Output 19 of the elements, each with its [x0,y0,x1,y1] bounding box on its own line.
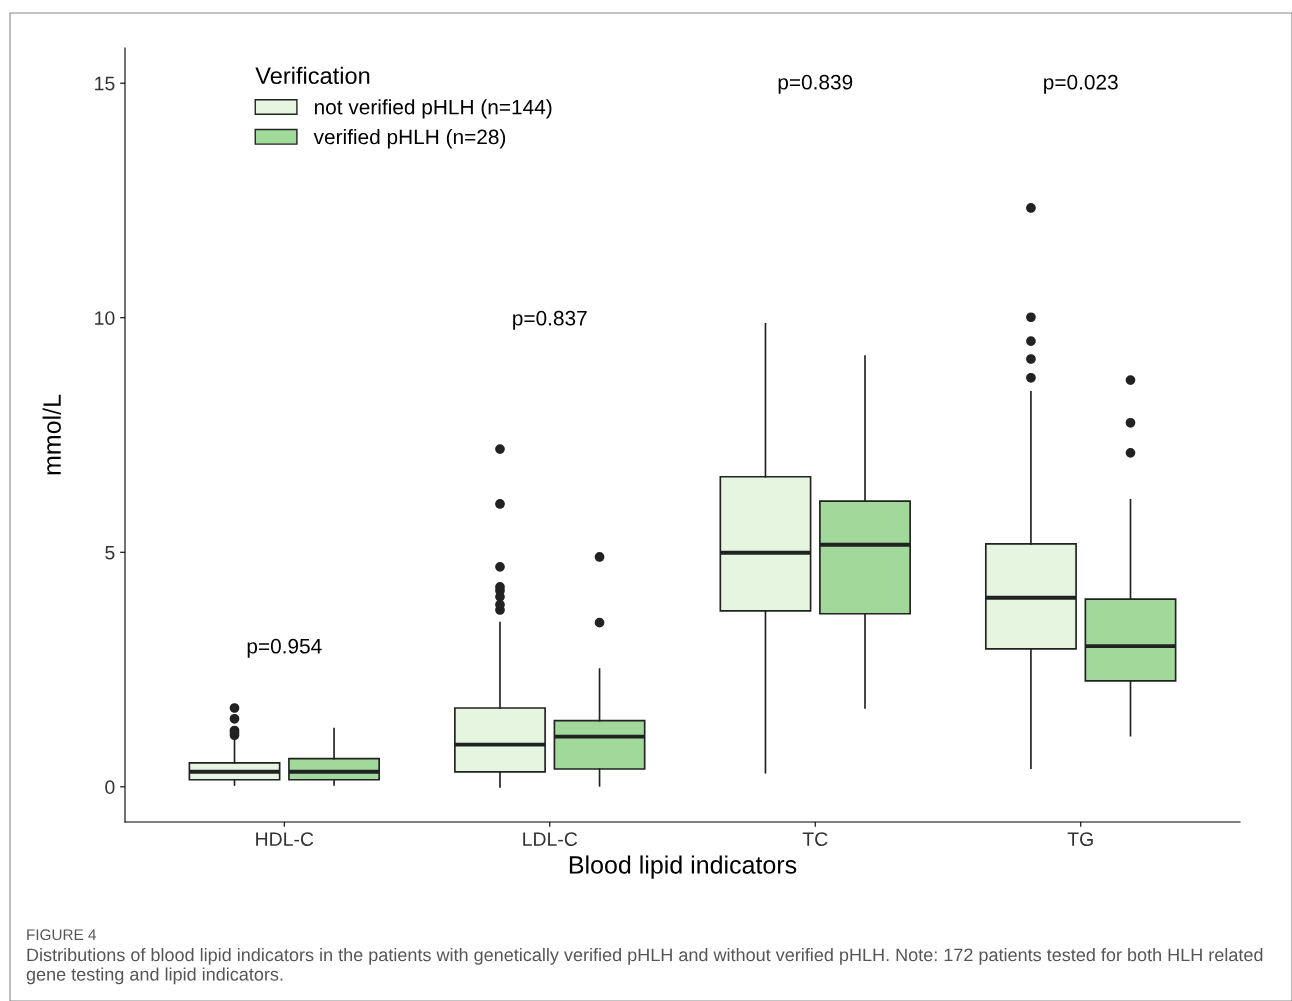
y-tick-label: 15 [95,76,115,91]
x-tick-label: LDL-C [523,832,578,846]
x-tick-label: TG [1067,832,1093,846]
legend-title: Verification [255,66,370,85]
x-tick-label: HDL-C [256,832,314,846]
annotation: p=0.023 [1044,74,1118,94]
legend-label: verified pHLH (n=28) [313,129,506,149]
annotation: p=0.837 [513,310,587,330]
text: Distributions of blood lipid indicators in the patients with genetically verified pHLH and without verified pHLH. Note: 172 patients tested for both HLH related gene testing and lipid indicators. [26,948,1263,985]
y-axis-title: mmol/L [42,394,61,475]
x-tick-label: TC [802,832,828,846]
y-tick-label: 5 [105,545,115,560]
caption: FIGURE 4 [27,929,97,941]
y-tick-label: 10 [95,311,115,325]
annotation: p=0.839 [778,74,853,94]
annotation: p=0.954 [247,638,322,658]
y-tick-label: 0 [105,780,115,795]
x-axis-title: Blood lipid indicators [569,855,797,879]
legend-label: not verified pHLH (n=144) [314,99,552,119]
